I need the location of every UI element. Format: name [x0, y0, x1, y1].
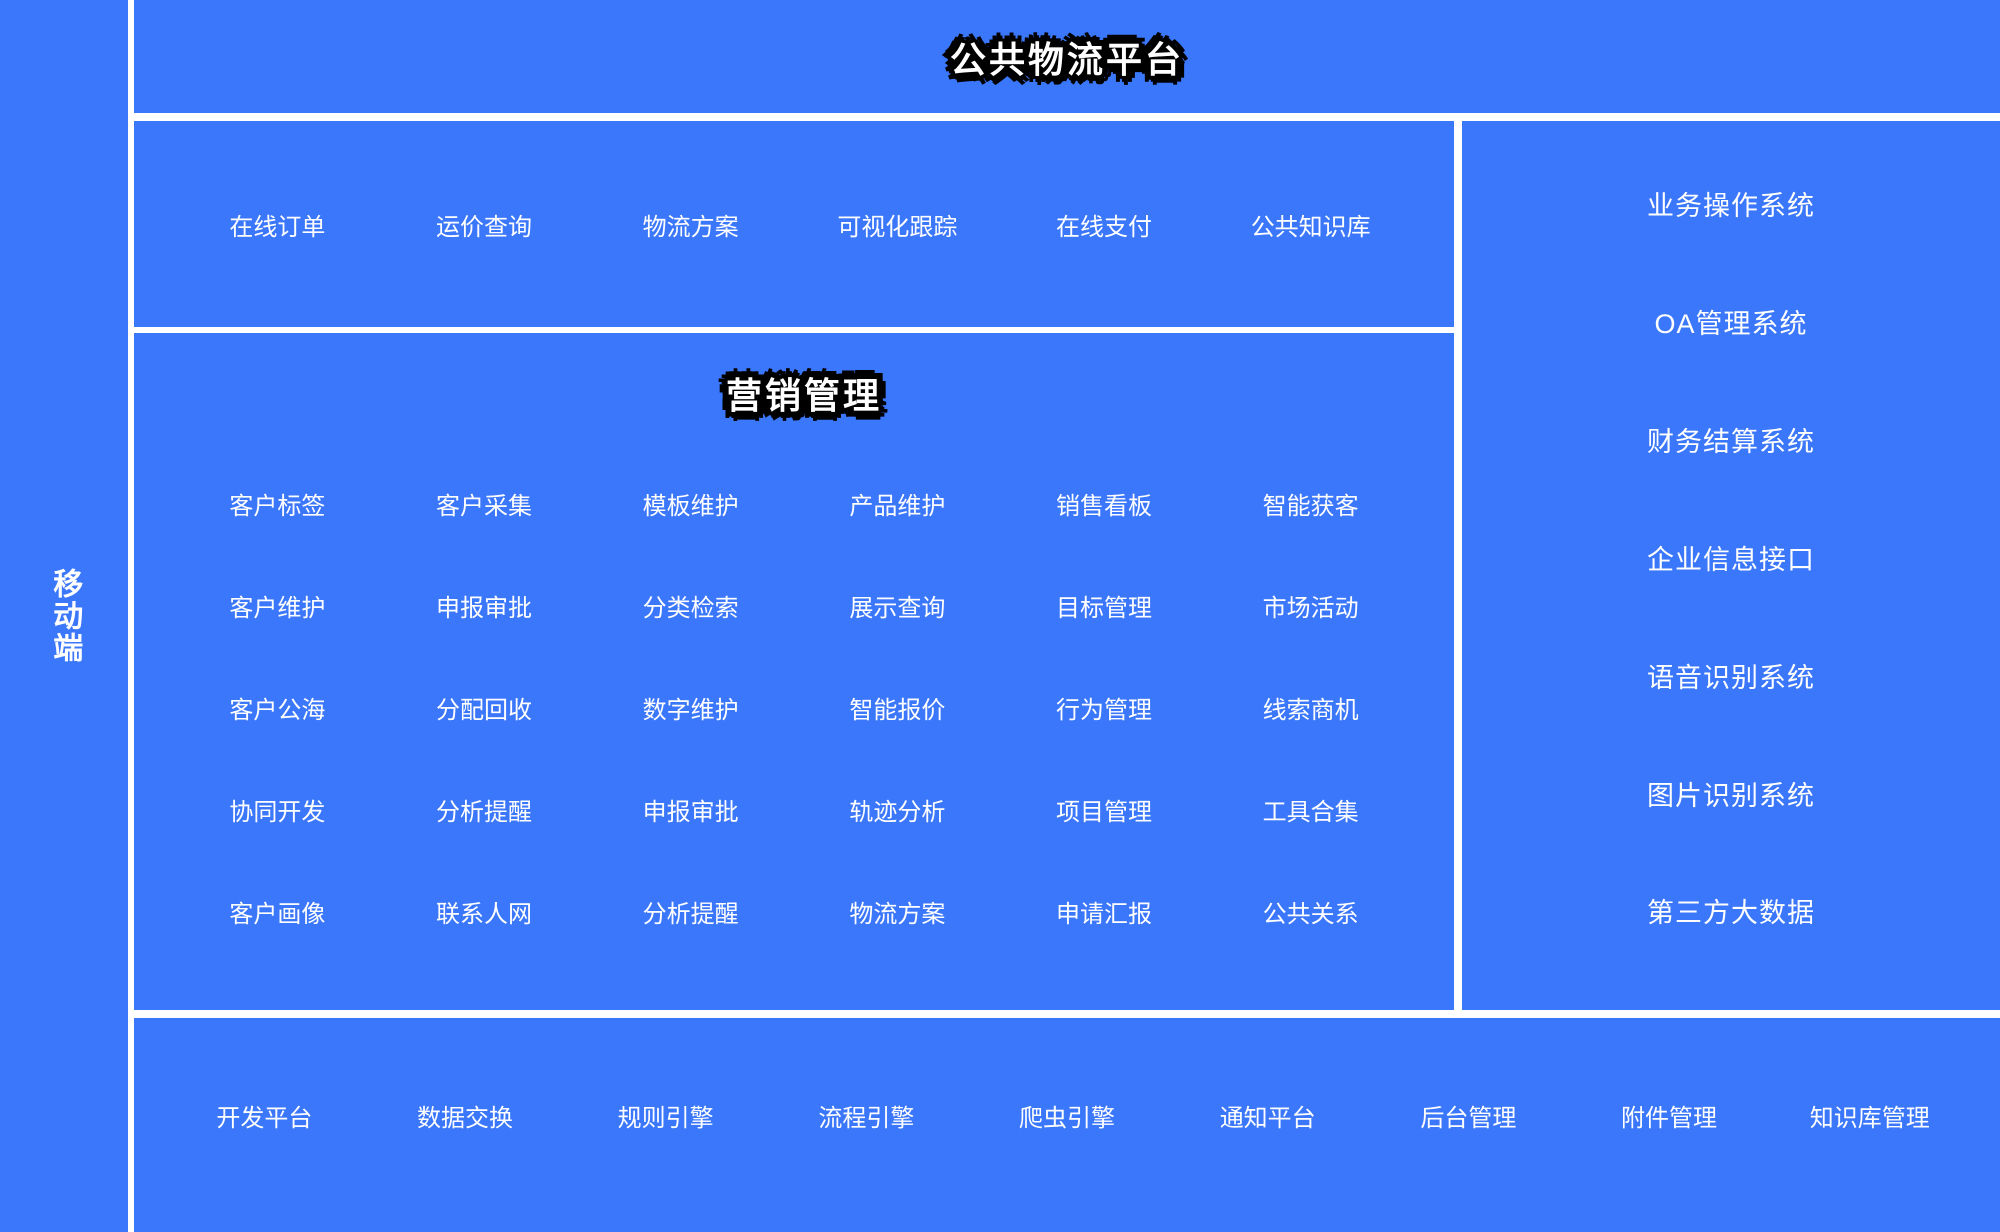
- marketing-title-wrap: 营销管理: [134, 333, 1454, 453]
- marketing-item-r3-c2[interactable]: 分配回收: [435, 696, 532, 724]
- marketing-grid: 客户标签 客户采集 模板维护 产品维护 销售看板 智能获客 客户维护 申报审批 分类检索 展示查询…: [134, 453, 1454, 1010]
- marketing-item-r5-c3[interactable]: 分析提醒: [642, 900, 739, 928]
- marketing-item-r1-c5[interactable]: 销售看板: [1055, 493, 1152, 521]
- system-item-5[interactable]: 语音识别系统: [1647, 662, 1815, 693]
- platform-item-3[interactable]: 规则引擎: [617, 1104, 714, 1132]
- marketing-item-r3-c1[interactable]: 客户公海: [229, 696, 326, 724]
- system-item-7[interactable]: 第三方大数据: [1647, 898, 1815, 929]
- system-item-4[interactable]: 企业信息接口: [1647, 544, 1815, 575]
- platform-item-6[interactable]: 通知平台: [1219, 1104, 1316, 1132]
- platform-bar: 开发平台 数据交换 规则引擎 流程引擎 爬虫引擎 通知平台 后台管理 附件管理 知识库管理: [134, 1018, 2000, 1232]
- marketing-item-r3-c4[interactable]: 智能报价: [849, 696, 946, 724]
- marketing-item-r2-c1[interactable]: 客户维护: [229, 595, 326, 623]
- platform-item-1[interactable]: 开发平台: [216, 1104, 313, 1132]
- marketing-item-r1-c4[interactable]: 产品维护: [849, 493, 946, 521]
- marketing-item-r4-c3[interactable]: 申报审批: [642, 798, 739, 826]
- system-item-3[interactable]: 财务结算系统: [1647, 427, 1815, 458]
- public-services-row: 在线订单 运价查询 物流方案 可视化跟踪 在线支付 公共知识库: [134, 121, 1454, 327]
- system-item-1[interactable]: 业务操作系统: [1647, 191, 1815, 222]
- marketing-item-r5-c6[interactable]: 公共关系: [1262, 900, 1359, 928]
- public-service-item-1[interactable]: 在线订单: [229, 213, 326, 241]
- marketing-item-r1-c1[interactable]: 客户标签: [229, 493, 326, 521]
- marketing-item-r5-c5[interactable]: 申请汇报: [1055, 900, 1152, 928]
- page-title: 公共物流平台: [949, 38, 1184, 80]
- public-service-item-6[interactable]: 公共知识库: [1250, 213, 1371, 241]
- marketing-item-r2-c6[interactable]: 市场活动: [1262, 595, 1359, 623]
- marketing-item-r2-c3[interactable]: 分类检索: [642, 595, 739, 623]
- header-band: 公共物流平台: [134, 0, 2000, 113]
- public-service-item-4[interactable]: 可视化跟踪: [837, 213, 958, 241]
- marketing-item-r5-c2[interactable]: 联系人网: [435, 900, 532, 928]
- marketing-item-r5-c4[interactable]: 物流方案: [849, 900, 946, 928]
- platform-item-2[interactable]: 数据交换: [417, 1104, 513, 1132]
- marketing-item-r5-c1[interactable]: 客户画像: [229, 900, 326, 928]
- marketing-item-r1-c3[interactable]: 模板维护: [642, 493, 739, 521]
- marketing-panel: 营销管理 客户标签 客户采集 模板维护 产品维护 销售看板 智能获客 客户维护 申报审批 分类检…: [134, 333, 1454, 1010]
- mobile-sidebar[interactable]: 移动端: [0, 0, 128, 1232]
- marketing-item-r2-c5[interactable]: 目标管理: [1055, 595, 1152, 623]
- marketing-item-r3-c5[interactable]: 行为管理: [1055, 696, 1152, 724]
- platform-item-8[interactable]: 附件管理: [1621, 1104, 1718, 1132]
- platform-item-7[interactable]: 后台管理: [1420, 1104, 1517, 1132]
- marketing-item-r4-c6[interactable]: 工具合集: [1262, 798, 1359, 826]
- system-item-6[interactable]: 图片识别系统: [1647, 780, 1815, 811]
- platform-item-9[interactable]: 知识库管理: [1809, 1104, 1930, 1132]
- marketing-item-r3-c3[interactable]: 数字维护: [642, 696, 739, 724]
- marketing-item-r4-c1[interactable]: 协同开发: [229, 798, 326, 826]
- platform-item-5[interactable]: 爬虫引擎: [1019, 1104, 1116, 1132]
- system-item-2[interactable]: OA管理系统: [1654, 309, 1808, 340]
- systems-column: 业务操作系统 OA管理系统 财务结算系统 企业信息接口 语音识别系统 图片识别系统 第三方大…: [1462, 121, 2000, 1010]
- marketing-item-r4-c2[interactable]: 分析提醒: [435, 798, 532, 826]
- mobile-sidebar-label: 移动端: [48, 568, 82, 664]
- marketing-title: 营销管理: [725, 375, 882, 416]
- public-service-item-2[interactable]: 运价查询: [436, 213, 532, 241]
- marketing-item-r1-c2[interactable]: 客户采集: [435, 493, 532, 521]
- marketing-item-r1-c6[interactable]: 智能获客: [1262, 493, 1359, 521]
- marketing-item-r3-c6[interactable]: 线索商机: [1262, 696, 1359, 724]
- marketing-item-r2-c4[interactable]: 展示查询: [849, 595, 946, 623]
- marketing-item-r4-c5[interactable]: 项目管理: [1055, 798, 1152, 826]
- platform-item-4[interactable]: 流程引擎: [818, 1104, 915, 1132]
- marketing-item-r4-c4[interactable]: 轨迹分析: [849, 798, 946, 826]
- public-service-item-5[interactable]: 在线支付: [1056, 213, 1153, 241]
- public-service-item-3[interactable]: 物流方案: [642, 213, 739, 241]
- marketing-item-r2-c2[interactable]: 申报审批: [435, 595, 532, 623]
